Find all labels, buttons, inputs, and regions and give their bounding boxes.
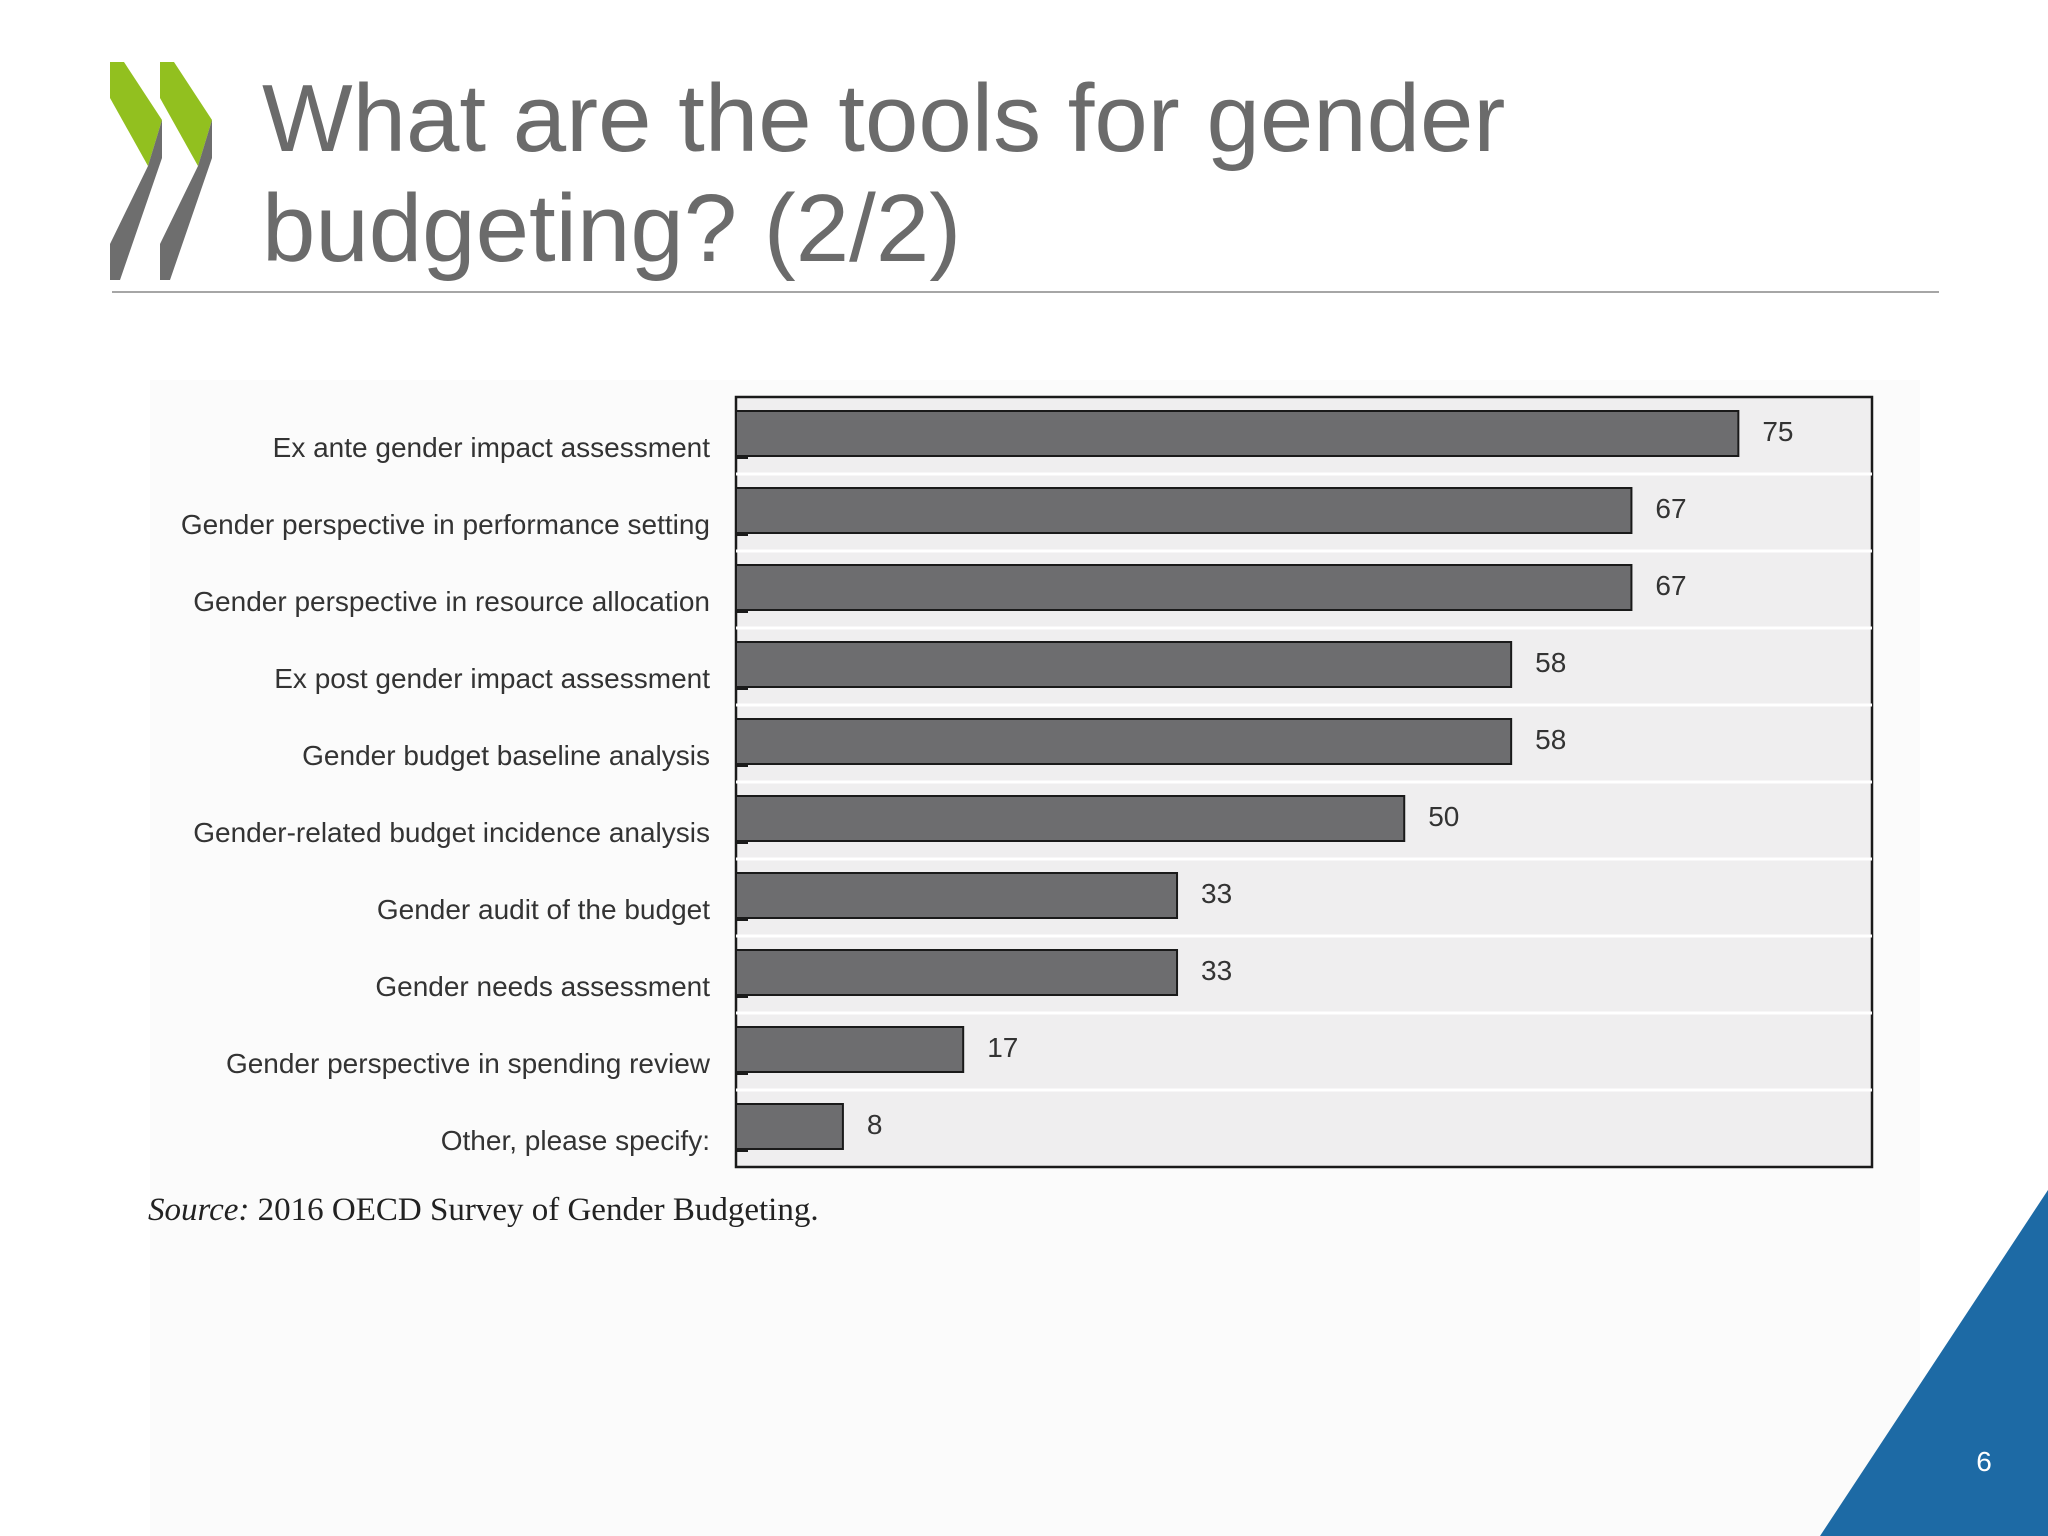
- data-label: 33: [1201, 955, 1232, 986]
- logo-chevron-gray-left: [110, 120, 162, 280]
- axis-ticks: [736, 457, 748, 1152]
- category-labels: Ex ante gender impact assessment Gender p…: [181, 432, 711, 1156]
- row-gridlines: [736, 472, 1872, 1092]
- corner-triangle: [1820, 1190, 2048, 1536]
- category-label: Gender perspective in resource allocatio…: [193, 586, 710, 617]
- data-label: 8: [867, 1109, 883, 1140]
- category-label: Gender needs assessment: [375, 971, 710, 1002]
- data-label: 17: [987, 1032, 1018, 1063]
- data-label: 58: [1535, 724, 1566, 755]
- bar: [735, 487, 1633, 534]
- logo-chevron-green-right: [160, 62, 212, 166]
- data-label: 67: [1655, 570, 1686, 601]
- page-number: 6: [1976, 1446, 1992, 1477]
- bar: [735, 564, 1633, 611]
- data-label: 50: [1428, 801, 1459, 832]
- data-label: 33: [1201, 878, 1232, 909]
- source-text: 2016 OECD Survey of Gender Budgeting.: [257, 1192, 819, 1228]
- bar: [735, 795, 1406, 842]
- title-divider: [112, 291, 1939, 293]
- slide-title: What are the tools for gender budgeting?…: [262, 65, 1506, 282]
- source-note: Source: 2016 OECD Survey of Gender Budge…: [148, 1192, 819, 1229]
- logo-chevron-green-left: [110, 62, 162, 166]
- bar: [735, 872, 1179, 919]
- bar: [735, 718, 1513, 765]
- category-label: Other, please specify:: [441, 1125, 710, 1156]
- bar: [735, 1103, 844, 1150]
- bar: [735, 410, 1740, 457]
- category-label: Gender perspective in performance settin…: [181, 509, 710, 540]
- bar: [735, 641, 1513, 688]
- category-label: Gender perspective in spending review: [226, 1048, 711, 1079]
- value-labels: 75 67 67 58 58 50 33 33 17 8: [867, 416, 1794, 1140]
- category-label: Ex ante gender impact assessment: [273, 432, 711, 463]
- bar: [735, 949, 1179, 996]
- category-label: Gender budget baseline analysis: [302, 740, 710, 771]
- category-label: Gender audit of the budget: [377, 894, 710, 925]
- data-label: 58: [1535, 647, 1566, 678]
- category-label: Ex post gender impact assessment: [274, 663, 710, 694]
- data-label: 67: [1655, 493, 1686, 524]
- logo-chevron-gray-right: [160, 120, 212, 280]
- bar: [735, 1026, 965, 1073]
- category-label: Gender-related budget incidence analysis: [193, 817, 710, 848]
- source-label: Source:: [148, 1192, 250, 1228]
- data-label: 75: [1762, 416, 1793, 447]
- bars: [735, 410, 1740, 1150]
- oecd-logo-icon: [110, 62, 212, 280]
